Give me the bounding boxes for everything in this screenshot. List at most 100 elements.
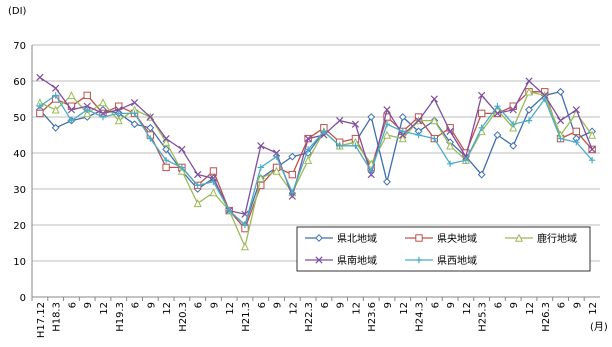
marker (399, 128, 406, 135)
marker (114, 116, 123, 125)
marker (415, 256, 423, 264)
marker (130, 98, 139, 107)
y-tick-label: 40 (13, 149, 26, 160)
marker (288, 152, 297, 161)
y-tick-label: 10 (13, 257, 26, 268)
marker (509, 123, 518, 132)
marker (557, 135, 564, 142)
marker (162, 157, 170, 164)
marker (272, 166, 281, 175)
marker (256, 173, 265, 182)
y-tick-label: 60 (13, 77, 26, 88)
marker (288, 170, 297, 179)
marker (320, 128, 328, 135)
marker (398, 113, 407, 121)
x-tick-label: 9 (83, 302, 94, 308)
x-tick-label: 6 (67, 302, 78, 308)
y-tick-label: 0 (20, 293, 26, 304)
x-tick-label: 6 (557, 302, 568, 308)
marker (352, 142, 359, 149)
marker (162, 137, 171, 146)
x-tick-label: 9 (446, 302, 457, 308)
marker (36, 109, 44, 118)
y-axis-label: (DI) (8, 6, 27, 17)
marker (315, 234, 323, 242)
marker (84, 106, 91, 113)
marker (477, 170, 486, 179)
marker (573, 139, 580, 146)
legend-label: 県西地域 (437, 254, 477, 267)
marker (446, 141, 455, 150)
x-tick-label: H20.3 (178, 302, 189, 332)
marker (226, 207, 233, 214)
marker (336, 116, 344, 125)
x-tick-label: H26.3 (541, 302, 552, 332)
marker (98, 98, 108, 107)
marker (146, 113, 154, 121)
marker (415, 234, 423, 242)
marker (193, 199, 202, 208)
y-tick-label: 30 (13, 185, 26, 196)
x-tick-label: 9 (572, 302, 583, 308)
marker (194, 182, 201, 189)
marker (83, 91, 91, 100)
marker (477, 109, 486, 118)
marker (525, 105, 533, 114)
marker (462, 157, 470, 164)
marker (51, 123, 60, 132)
marker (383, 106, 391, 114)
marker (572, 106, 580, 114)
marker (115, 110, 122, 117)
marker (556, 116, 565, 125)
marker (510, 121, 517, 128)
marker (446, 160, 454, 167)
marker (383, 177, 391, 186)
marker (289, 189, 296, 196)
marker (588, 130, 597, 139)
marker (194, 170, 202, 179)
marker (146, 123, 155, 132)
marker (430, 95, 438, 103)
marker (304, 146, 312, 153)
marker (478, 91, 486, 100)
marker (209, 188, 218, 197)
x-tick-label: H22.3 (304, 302, 315, 332)
marker (162, 145, 171, 154)
x-tick-label: 6 (257, 302, 268, 308)
x-tick-label: 9 (336, 302, 347, 308)
x-tick-label: 12 (525, 302, 536, 315)
marker (493, 131, 502, 139)
marker (414, 116, 423, 125)
marker (67, 91, 76, 100)
y-tick-label: 70 (13, 41, 26, 52)
y-tick-label: 50 (13, 113, 26, 124)
x-tick-label: 12 (588, 302, 599, 315)
marker (257, 142, 265, 150)
series-line (39, 91, 593, 227)
x-tick-label: 6 (194, 302, 205, 308)
marker (178, 145, 186, 154)
marker (541, 91, 549, 100)
x-tick-label: 6 (430, 302, 441, 308)
x-tick-label: H23.6 (367, 302, 378, 332)
marker (525, 117, 533, 124)
x-tick-label: 12 (162, 302, 173, 315)
series-line (39, 94, 593, 227)
x-tick-label: H24.3 (415, 302, 426, 332)
x-tick-label: 9 (146, 302, 157, 308)
marker (115, 106, 123, 114)
x-tick-label: 12 (99, 302, 110, 315)
x-tick-label: 12 (462, 302, 473, 315)
x-tick-label: 9 (383, 302, 394, 308)
marker (351, 120, 360, 128)
marker (509, 106, 517, 114)
x-tick-label: H17.12 (36, 302, 47, 338)
marker (304, 155, 313, 164)
marker (288, 192, 296, 200)
marker (431, 135, 438, 142)
legend-label: 鹿行地域 (537, 232, 577, 245)
marker (83, 102, 91, 110)
marker (257, 181, 265, 190)
